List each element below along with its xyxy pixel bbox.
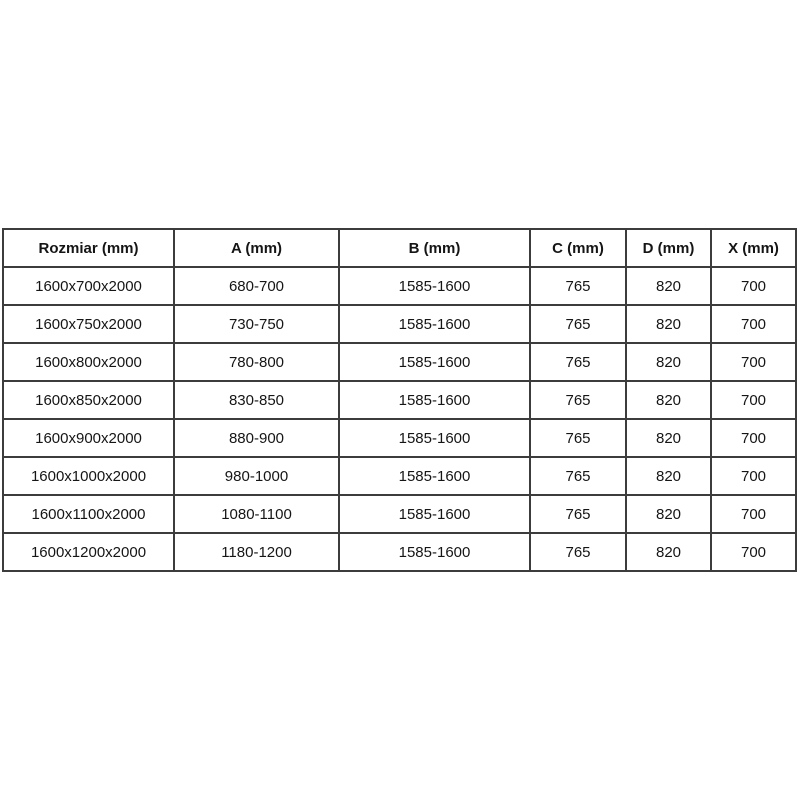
cell-x: 700 — [710, 494, 797, 534]
cell-d: 820 — [625, 342, 712, 382]
cell-c: 765 — [529, 342, 627, 382]
cell-d: 820 — [625, 532, 712, 572]
table-body: 1600x700x2000 680-700 1585-1600 765 820 … — [2, 266, 797, 572]
cell-x: 700 — [710, 532, 797, 572]
cell-b: 1585-1600 — [338, 456, 531, 496]
cell-d: 820 — [625, 456, 712, 496]
cell-x: 700 — [710, 342, 797, 382]
header-cell-rozmiar: Rozmiar (mm) — [2, 228, 175, 268]
cell-b: 1585-1600 — [338, 342, 531, 382]
table-row: 1600x800x2000 780-800 1585-1600 765 820 … — [2, 342, 797, 382]
cell-b: 1585-1600 — [338, 494, 531, 534]
header-cell-x: X (mm) — [710, 228, 797, 268]
table-header: Rozmiar (mm) A (mm) B (mm) C (mm) D (mm)… — [2, 228, 797, 268]
cell-a: 730-750 — [173, 304, 340, 344]
cell-b: 1585-1600 — [338, 266, 531, 306]
cell-x: 700 — [710, 418, 797, 458]
cell-c: 765 — [529, 418, 627, 458]
cell-c: 765 — [529, 304, 627, 344]
table-row: 1600x750x2000 730-750 1585-1600 765 820 … — [2, 304, 797, 344]
cell-b: 1585-1600 — [338, 304, 531, 344]
cell-x: 700 — [710, 380, 797, 420]
header-cell-c: C (mm) — [529, 228, 627, 268]
cell-a: 980-1000 — [173, 456, 340, 496]
cell-a: 830-850 — [173, 380, 340, 420]
cell-d: 820 — [625, 380, 712, 420]
size-specification-table: Rozmiar (mm) A (mm) B (mm) C (mm) D (mm)… — [2, 228, 797, 572]
cell-rozmiar: 1600x1100x2000 — [2, 494, 175, 534]
table-row: 1600x1000x2000 980-1000 1585-1600 765 82… — [2, 456, 797, 496]
cell-d: 820 — [625, 494, 712, 534]
cell-rozmiar: 1600x900x2000 — [2, 418, 175, 458]
table-row: 1600x900x2000 880-900 1585-1600 765 820 … — [2, 418, 797, 458]
cell-x: 700 — [710, 304, 797, 344]
cell-a: 680-700 — [173, 266, 340, 306]
cell-rozmiar: 1600x750x2000 — [2, 304, 175, 344]
cell-b: 1585-1600 — [338, 532, 531, 572]
cell-rozmiar: 1600x1200x2000 — [2, 532, 175, 572]
table-row: 1600x1200x2000 1180-1200 1585-1600 765 8… — [2, 532, 797, 572]
cell-a: 1180-1200 — [173, 532, 340, 572]
cell-c: 765 — [529, 494, 627, 534]
cell-d: 820 — [625, 304, 712, 344]
cell-a: 1080-1100 — [173, 494, 340, 534]
cell-c: 765 — [529, 266, 627, 306]
table-row: 1600x1100x2000 1080-1100 1585-1600 765 8… — [2, 494, 797, 534]
cell-b: 1585-1600 — [338, 380, 531, 420]
cell-c: 765 — [529, 532, 627, 572]
cell-rozmiar: 1600x800x2000 — [2, 342, 175, 382]
header-cell-d: D (mm) — [625, 228, 712, 268]
cell-d: 820 — [625, 266, 712, 306]
cell-b: 1585-1600 — [338, 418, 531, 458]
cell-rozmiar: 1600x1000x2000 — [2, 456, 175, 496]
table-row: 1600x700x2000 680-700 1585-1600 765 820 … — [2, 266, 797, 306]
cell-c: 765 — [529, 456, 627, 496]
cell-x: 700 — [710, 266, 797, 306]
cell-a: 780-800 — [173, 342, 340, 382]
table-row: 1600x850x2000 830-850 1585-1600 765 820 … — [2, 380, 797, 420]
header-cell-a: A (mm) — [173, 228, 340, 268]
cell-c: 765 — [529, 380, 627, 420]
cell-d: 820 — [625, 418, 712, 458]
cell-rozmiar: 1600x850x2000 — [2, 380, 175, 420]
cell-rozmiar: 1600x700x2000 — [2, 266, 175, 306]
header-cell-b: B (mm) — [338, 228, 531, 268]
cell-x: 700 — [710, 456, 797, 496]
table-header-row: Rozmiar (mm) A (mm) B (mm) C (mm) D (mm)… — [2, 228, 797, 268]
cell-a: 880-900 — [173, 418, 340, 458]
